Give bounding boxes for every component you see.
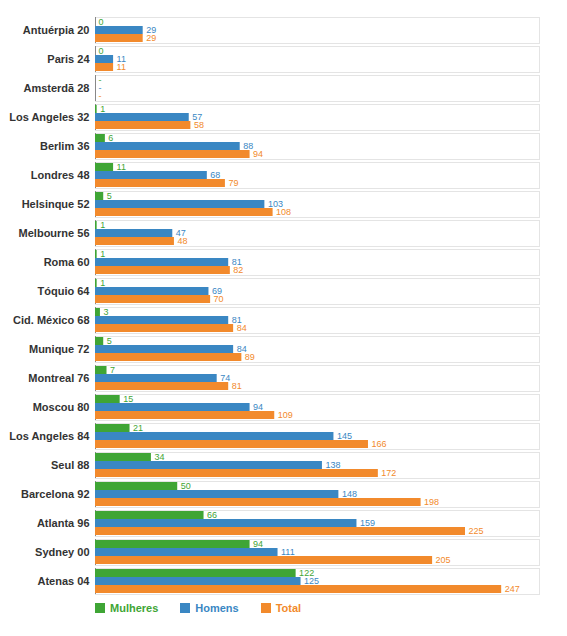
svg-text:Londres 48: Londres 48 bbox=[31, 169, 90, 181]
svg-text:34: 34 bbox=[154, 452, 164, 462]
svg-text:89: 89 bbox=[245, 352, 255, 362]
html-text:Mulheres: Mulheres bbox=[110, 602, 159, 614]
svg-text:81: 81 bbox=[231, 257, 242, 268]
svg-text:Barcelona 92: Barcelona 92 bbox=[21, 488, 89, 500]
svg-text:81: 81 bbox=[232, 381, 242, 391]
svg-text:Berlim 36: Berlim 36 bbox=[40, 140, 90, 152]
svg-text:84: 84 bbox=[237, 323, 247, 333]
svg-text:Tóquio 64: Tóquio 64 bbox=[38, 285, 91, 297]
svg-text:122: 122 bbox=[299, 568, 315, 579]
svg-text:-: - bbox=[99, 91, 102, 101]
svg-text:5: 5 bbox=[107, 191, 112, 201]
svg-text:79: 79 bbox=[228, 178, 238, 188]
svg-text:166: 166 bbox=[371, 439, 386, 449]
svg-text:Montreal 76: Montreal 76 bbox=[28, 372, 89, 384]
svg-text:58: 58 bbox=[194, 120, 204, 130]
svg-text:Atenas 04: Atenas 04 bbox=[38, 575, 91, 587]
svg-text:103: 103 bbox=[267, 199, 283, 210]
svg-text:1: 1 bbox=[100, 220, 105, 230]
svg-text:247: 247 bbox=[505, 584, 520, 594]
svg-text:Atlanta 96: Atlanta 96 bbox=[37, 517, 90, 529]
svg-text:145: 145 bbox=[337, 431, 352, 441]
svg-text:84: 84 bbox=[236, 344, 247, 355]
svg-text:94: 94 bbox=[253, 402, 263, 412]
svg-text:94: 94 bbox=[253, 539, 263, 549]
svg-text:0: 0 bbox=[99, 46, 104, 56]
svg-text:Seul 88: Seul 88 bbox=[51, 459, 90, 471]
svg-text:Amsterdã 28: Amsterdã 28 bbox=[23, 82, 89, 94]
svg-text:1: 1 bbox=[100, 278, 105, 288]
svg-text:172: 172 bbox=[381, 468, 396, 478]
html-text:Total: Total bbox=[275, 602, 302, 614]
svg-text:0: 0 bbox=[99, 17, 104, 27]
svg-text:Antuérpia 20: Antuérpia 20 bbox=[23, 24, 90, 36]
svg-text:21: 21 bbox=[133, 423, 143, 433]
svg-text:48: 48 bbox=[177, 236, 187, 246]
svg-text:Melbourne 56: Melbourne 56 bbox=[19, 227, 90, 239]
svg-text:69: 69 bbox=[212, 286, 222, 297]
svg-text:Helsinque 52: Helsinque 52 bbox=[22, 198, 90, 210]
svg-text:198: 198 bbox=[424, 497, 439, 507]
svg-text:50: 50 bbox=[181, 481, 191, 491]
svg-text:66: 66 bbox=[207, 510, 217, 520]
svg-text:11: 11 bbox=[116, 54, 126, 65]
svg-text:111: 111 bbox=[281, 547, 295, 557]
svg-text:29: 29 bbox=[146, 25, 157, 36]
svg-text:Moscou 80: Moscou 80 bbox=[33, 401, 90, 413]
svg-text:11: 11 bbox=[117, 62, 126, 72]
svg-text:109: 109 bbox=[278, 410, 293, 420]
svg-text:159: 159 bbox=[360, 518, 375, 528]
svg-text:Los Angeles 32: Los Angeles 32 bbox=[9, 111, 89, 123]
svg-text:15: 15 bbox=[123, 394, 133, 404]
svg-text:3: 3 bbox=[103, 307, 108, 317]
svg-text:Sydney 00: Sydney 00 bbox=[35, 546, 89, 558]
svg-text:1: 1 bbox=[100, 104, 105, 114]
svg-text:Munique 72: Munique 72 bbox=[29, 343, 90, 355]
svg-text:5: 5 bbox=[107, 336, 112, 346]
svg-text:7: 7 bbox=[110, 365, 115, 375]
svg-text:125: 125 bbox=[304, 576, 319, 586]
html-text:Homens: Homens bbox=[195, 602, 239, 614]
svg-text:57: 57 bbox=[192, 112, 203, 123]
svg-text:6: 6 bbox=[108, 133, 113, 143]
svg-text:Paris 24: Paris 24 bbox=[47, 53, 90, 65]
svg-text:Los Angeles 84: Los Angeles 84 bbox=[9, 430, 90, 442]
svg-text:47: 47 bbox=[175, 228, 186, 239]
svg-text:88: 88 bbox=[243, 141, 253, 151]
svg-text:82: 82 bbox=[233, 265, 243, 275]
svg-text:138: 138 bbox=[325, 460, 340, 470]
svg-text:29: 29 bbox=[146, 33, 156, 43]
svg-text:68: 68 bbox=[210, 170, 220, 180]
svg-text:81: 81 bbox=[231, 315, 242, 326]
svg-text:74: 74 bbox=[220, 373, 230, 383]
svg-text:205: 205 bbox=[436, 555, 451, 565]
svg-text:Cid. México 68: Cid. México 68 bbox=[13, 314, 89, 326]
svg-text:1: 1 bbox=[100, 249, 105, 259]
svg-text:94: 94 bbox=[253, 149, 263, 159]
svg-text:108: 108 bbox=[276, 207, 291, 217]
svg-text:225: 225 bbox=[469, 526, 484, 536]
svg-text:Roma 60: Roma 60 bbox=[44, 256, 90, 268]
svg-text:70: 70 bbox=[214, 294, 224, 304]
svg-text:148: 148 bbox=[342, 489, 357, 499]
svg-text:11: 11 bbox=[117, 162, 126, 172]
